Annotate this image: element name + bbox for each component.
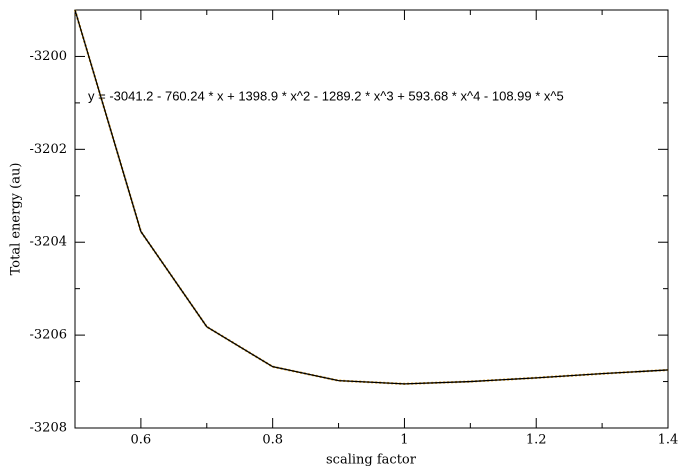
x-axis-label: scaling factor: [326, 453, 417, 468]
x-tick-label: 1.2: [526, 433, 547, 448]
x-tick-label: 1: [400, 433, 408, 448]
annotation: y = -3041.2 - 760.24 * x + 1398.9 * x^2 …: [88, 88, 564, 103]
y-tick-label: -3206: [30, 328, 67, 343]
series-line: [73, 9, 669, 385]
y-tick-label: -3200: [30, 49, 67, 64]
x-tick-label: 1.4: [658, 433, 679, 448]
y-tick-label: -3204: [30, 235, 67, 250]
y-axis-label: Total energy (au): [9, 163, 24, 276]
plot-frame: [74, 9, 669, 429]
x-tick-label: 0.6: [131, 433, 152, 448]
series-line: [74, 9, 669, 385]
x-tick-label: 0.8: [262, 433, 283, 448]
y-tick-label: -3208: [30, 421, 67, 436]
y-tick-label: -3202: [30, 142, 67, 157]
